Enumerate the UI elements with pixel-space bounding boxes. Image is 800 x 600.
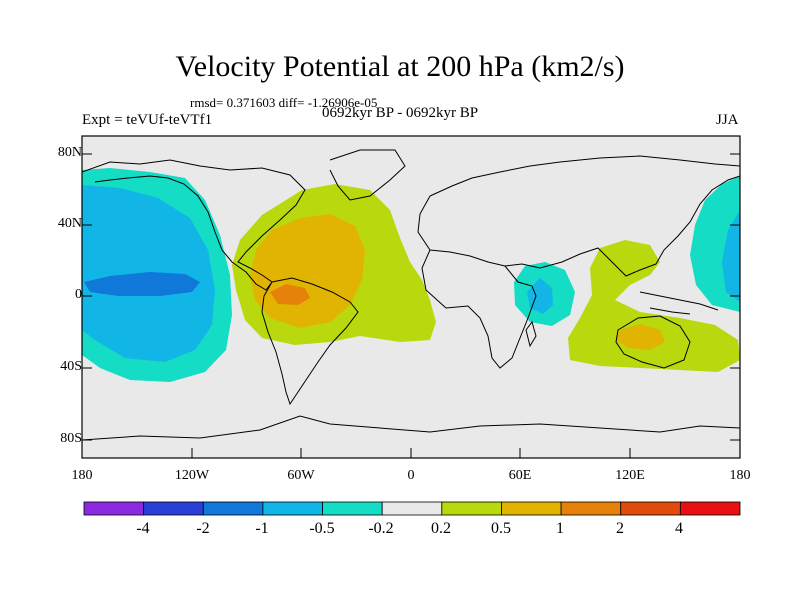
coast-madagascar <box>525 320 537 348</box>
colorbar-box <box>441 501 502 516</box>
season-label: JJA <box>716 112 739 128</box>
colorbar-box <box>83 501 145 516</box>
coast-eurasia <box>417 155 740 277</box>
coast-greenland <box>329 149 406 201</box>
lon-label-120e: 120E <box>615 468 645 483</box>
colorbar-label: -0.5 <box>309 520 335 537</box>
lon-ticks <box>81 448 741 458</box>
colorbar <box>83 501 741 516</box>
lon-label-180w: 180 <box>71 468 93 483</box>
colorbar-box <box>262 501 323 516</box>
experiment-label: Expt = teVUf-teVTf1 <box>82 112 213 128</box>
colorbar-box <box>679 501 741 516</box>
colorbar-label: 0.5 <box>491 520 511 537</box>
contour-neg-mid-eastedge <box>722 210 740 302</box>
coast-africa <box>421 249 537 369</box>
lat-label-80s: 80S <box>60 431 82 446</box>
lat-label-40n: 40N <box>57 216 82 231</box>
colorbar-label: 0.2 <box>431 520 451 537</box>
stats-label: rmsd= 0.371603 diff= -1.26906e-05 <box>190 95 378 110</box>
lon-label-180e: 180 <box>729 468 751 483</box>
coast-south-america <box>261 277 359 406</box>
colorbar-box <box>202 501 264 516</box>
contour-pos-mid-australia <box>616 324 665 350</box>
coast-north-america <box>82 159 306 291</box>
colorbar-label: -4 <box>136 520 150 537</box>
period-label: 0692kyr BP - 0692kyr BP <box>321 105 479 121</box>
coastlines <box>82 149 740 441</box>
colorbar-box <box>501 501 562 516</box>
colorbar-label: -1 <box>255 520 269 537</box>
colorbar-label: 4 <box>675 520 683 537</box>
coast-indonesia <box>639 291 719 315</box>
contour-neg-mid-indian <box>527 278 553 314</box>
lon-label-0: 0 <box>407 468 415 483</box>
colorbar-box <box>620 501 681 516</box>
lon-label-60w: 60W <box>287 468 315 483</box>
colorbar-label: 1 <box>556 520 564 537</box>
plot-title: Velocity Potential at 200 hPa (km2/s) <box>175 50 625 83</box>
lat-label-0: 0 <box>75 287 82 302</box>
contour-neg-strong-pacific <box>84 272 200 296</box>
coast-australia <box>615 315 691 369</box>
contour-pos-weak-asia <box>568 240 740 372</box>
lon-label-60e: 60E <box>508 468 532 483</box>
lat-label-80n: 80N <box>57 145 82 160</box>
colorbar-box <box>381 501 443 516</box>
colorbar-box <box>143 501 204 516</box>
lat-label-40s: 40S <box>60 359 82 374</box>
lat-ticks <box>82 153 740 441</box>
contour-fields <box>82 168 740 382</box>
lon-label-120w: 120W <box>174 468 210 483</box>
contour-pos-strong-atlantic <box>270 284 310 305</box>
colorbar-box <box>322 501 383 516</box>
colorbar-box <box>560 501 622 516</box>
colorbar-label: -0.2 <box>368 520 394 537</box>
coast-antarctica <box>82 415 740 441</box>
colorbar-label: 2 <box>616 520 624 537</box>
colorbar-label: -2 <box>196 520 210 537</box>
